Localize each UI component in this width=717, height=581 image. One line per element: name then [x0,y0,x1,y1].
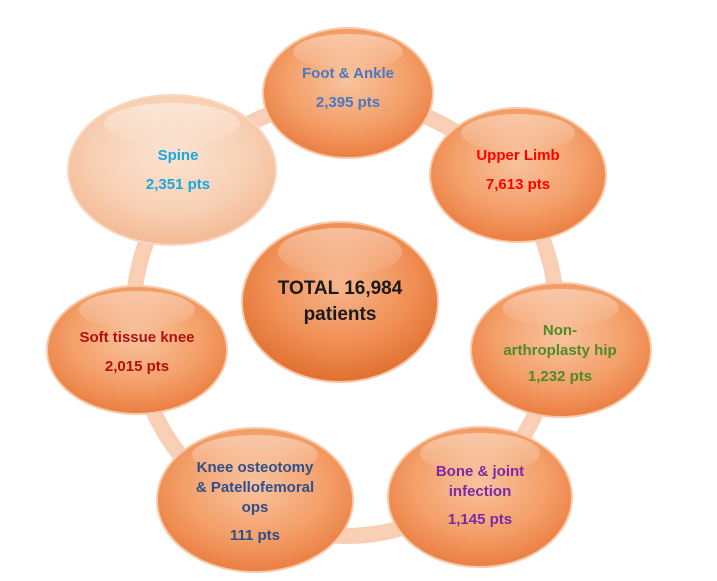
node-spine [67,94,277,246]
label-non-arthroplasty-hip: Non- arthroplasty hip 1,232 pts [480,321,640,387]
node-pts: 2,015 pts [104,358,170,375]
node-upper-limb [429,107,607,243]
center-unit: patients [303,304,377,325]
center-label: TOTAL 16,984 patients [250,276,430,328]
node-non-arthroplasty-hip [470,282,652,418]
node-name-line2: arthroplasty hip [503,342,617,359]
node-pts: 1,145 pts [447,511,513,528]
node-name-line3: ops [241,499,269,516]
center-total: TOTAL 16,984 [277,278,403,299]
label-knee-osteotomy: Knee osteotomy & Patellofemoral ops 111 … [170,458,340,546]
node-name-line2: & Patellofemoral [195,479,315,496]
label-soft-tissue-knee: Soft tissue knee 2,015 pts [57,328,217,377]
node-name: Spine [157,147,199,164]
center-node [241,221,439,383]
node-name: Soft tissue knee [79,329,195,346]
node-name: Upper Limb [476,147,560,164]
label-foot-ankle: Foot & Ankle 2,395 pts [268,64,428,113]
node-foot-ankle [262,27,434,159]
label-bone-joint-infection: Bone & joint infection 1,145 pts [400,462,560,530]
node-soft-tissue-knee [46,285,228,415]
label-spine: Spine 2,351 pts [98,146,258,195]
node-name-line1: Knee osteotomy [196,459,314,476]
node-pts: 2,395 pts [315,94,381,111]
label-upper-limb: Upper Limb 7,613 pts [438,146,598,195]
node-name-line2: infection [448,483,512,500]
node-pts: 7,613 pts [485,176,551,193]
node-pts: 111 pts [229,527,281,544]
node-knee-osteotomy [156,427,354,573]
node-name-line1: Non- [542,322,578,339]
node-name: Foot & Ankle [302,65,394,82]
node-pts: 1,232 pts [527,368,593,385]
node-bone-joint-infection [387,426,573,568]
node-name-line1: Bone & joint [435,463,525,480]
node-pts: 2,351 pts [145,176,211,193]
